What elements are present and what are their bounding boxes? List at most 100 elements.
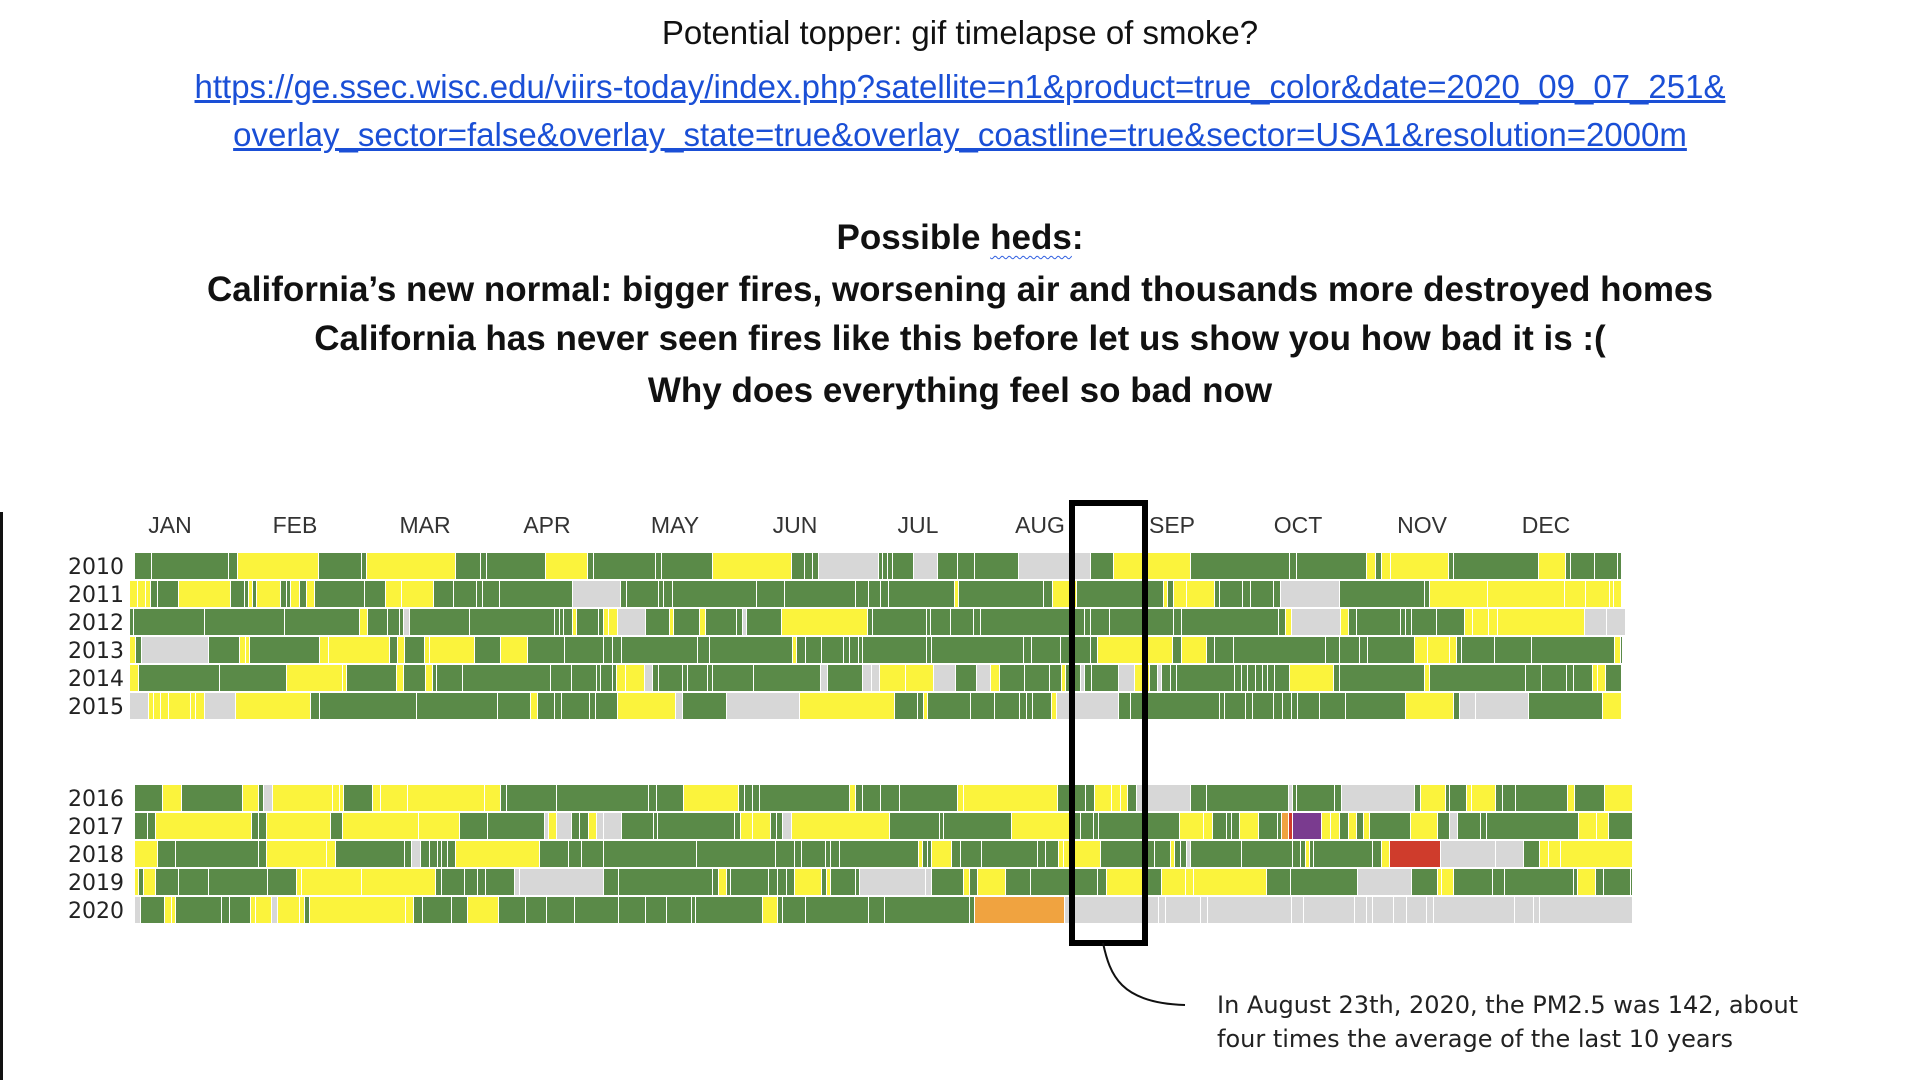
day-cell-2011-14: [300, 581, 306, 607]
day-cell-2020-32: [869, 897, 884, 923]
day-cell-2018-8: [412, 841, 420, 867]
day-cell-2011-57: [1586, 581, 1609, 607]
day-cell-2013-24: [797, 637, 805, 663]
day-cell-2010-33: [1297, 553, 1366, 579]
day-cell-2013-52: [1495, 637, 1531, 663]
day-cell-2016-23: [760, 785, 849, 811]
day-cell-2012-48: [1401, 609, 1405, 635]
day-cell-2014-0: [130, 665, 138, 691]
day-cell-2011-27: [627, 581, 658, 607]
day-cell-2015-12: [498, 693, 530, 719]
day-cell-2013-34: [1032, 637, 1060, 663]
day-cell-2014-14: [597, 665, 600, 691]
day-cell-2013-35: [1061, 637, 1090, 663]
day-cell-2016-5: [264, 785, 272, 811]
day-cell-2011-1: [138, 581, 145, 607]
day-cell-2020-6: [230, 897, 250, 923]
heds-title-post: :: [1071, 218, 1084, 257]
day-cell-2013-55: [1621, 637, 1622, 663]
day-cell-2011-23: [483, 581, 499, 607]
day-cell-2012-40: [1174, 609, 1181, 635]
day-cell-2010-8: [481, 553, 486, 579]
day-cell-2014-6: [397, 665, 403, 691]
day-cell-2019-13: [478, 869, 485, 895]
day-cell-2019-24: [778, 869, 786, 895]
day-cell-2020-13: [310, 897, 405, 923]
day-cell-2014-49: [1162, 665, 1170, 691]
day-cell-2016-56: [1605, 785, 1632, 811]
day-cell-2013-48: [1428, 637, 1449, 663]
day-cell-2020-28: [763, 897, 777, 923]
day-cell-2014-65: [1542, 665, 1566, 691]
day-cell-2011-47: [1220, 581, 1242, 607]
satellite-link-line-1[interactable]: https://ge.ssec.wisc.edu/viirs-today/ind…: [194, 68, 1726, 105]
day-cell-2020-7: [251, 897, 255, 923]
day-cell-2014-40: [1062, 665, 1065, 691]
day-cell-2010-1: [152, 553, 228, 579]
day-cell-2017-50: [1340, 813, 1348, 839]
day-cell-2013-31: [927, 637, 931, 663]
day-cell-2011-29: [664, 581, 672, 607]
day-cell-2012-10: [470, 609, 554, 635]
day-cell-2010-32: [1290, 553, 1296, 579]
day-cell-2010-19: [819, 553, 878, 579]
day-cell-2011-26: [621, 581, 626, 607]
day-cell-2012-8: [404, 609, 409, 635]
day-cell-2010-7: [456, 553, 480, 579]
day-cell-2018-3: [259, 841, 266, 867]
day-cell-2020-14: [406, 897, 413, 923]
day-cell-2012-28: [782, 609, 867, 635]
day-cell-2018-31: [961, 841, 981, 867]
day-cell-2013-16: [528, 637, 564, 663]
day-cell-2020-17: [452, 897, 467, 923]
day-cell-2019-52: [1493, 869, 1504, 895]
day-cell-2019-37: [1006, 869, 1030, 895]
day-cell-2011-25: [573, 581, 620, 607]
day-cell-2020-22: [575, 897, 618, 923]
day-cell-2016-28: [900, 785, 957, 811]
day-cell-2016-14: [501, 785, 506, 811]
month-label-oct: OCT: [1274, 512, 1323, 538]
day-cell-2015-31: [1027, 693, 1032, 719]
day-cell-2019-55: [1578, 869, 1595, 895]
day-cell-2017-8: [419, 813, 459, 839]
day-cell-2015-14: [538, 693, 554, 719]
day-cell-2020-20: [526, 897, 546, 923]
year-label-2017: 2017: [68, 815, 124, 840]
day-cell-2012-18: [609, 609, 617, 635]
day-cell-2018-5: [327, 841, 335, 867]
day-cell-2011-50: [1274, 581, 1280, 607]
day-cell-2020-43: [1355, 897, 1366, 923]
day-cell-2016-32: [1086, 785, 1094, 811]
day-cell-2011-12: [287, 581, 290, 607]
day-cell-2013-2: [142, 637, 208, 663]
day-cell-2017-4: [259, 813, 266, 839]
day-cell-2012-3: [285, 609, 359, 635]
day-cell-2016-34: [1112, 785, 1120, 811]
day-cell-2017-51: [1349, 813, 1356, 839]
day-cell-2018-18: [604, 841, 696, 867]
day-cell-2019-32: [926, 869, 931, 895]
day-cell-2012-56: [1585, 609, 1606, 635]
day-cell-2020-45: [1373, 897, 1393, 923]
satellite-link-line-2[interactable]: overlay_sector=false&overlay_state=true&…: [233, 116, 1687, 153]
day-cell-2011-20: [434, 581, 453, 607]
day-cell-2019-31: [860, 869, 925, 895]
day-cell-2010-42: [1571, 553, 1594, 579]
day-cell-2011-34: [869, 581, 880, 607]
day-cell-2013-30: [863, 637, 926, 663]
day-cell-2019-57: [1604, 869, 1630, 895]
day-cell-2016-4: [259, 785, 263, 811]
day-cell-2011-13: [291, 581, 299, 607]
day-cell-2012-43: [1286, 609, 1291, 635]
day-cell-2016-10: [373, 785, 380, 811]
day-cell-2018-1: [158, 841, 175, 867]
day-cell-2015-50: [1476, 693, 1528, 719]
day-cell-2019-53: [1505, 869, 1573, 895]
day-cell-2012-51: [1437, 609, 1464, 635]
day-cell-2015-34: [1057, 693, 1118, 719]
day-cell-2019-4: [179, 869, 208, 895]
day-cell-2020-27: [696, 897, 762, 923]
day-cell-2017-18: [604, 813, 621, 839]
year-label-2012: 2012: [68, 611, 124, 636]
